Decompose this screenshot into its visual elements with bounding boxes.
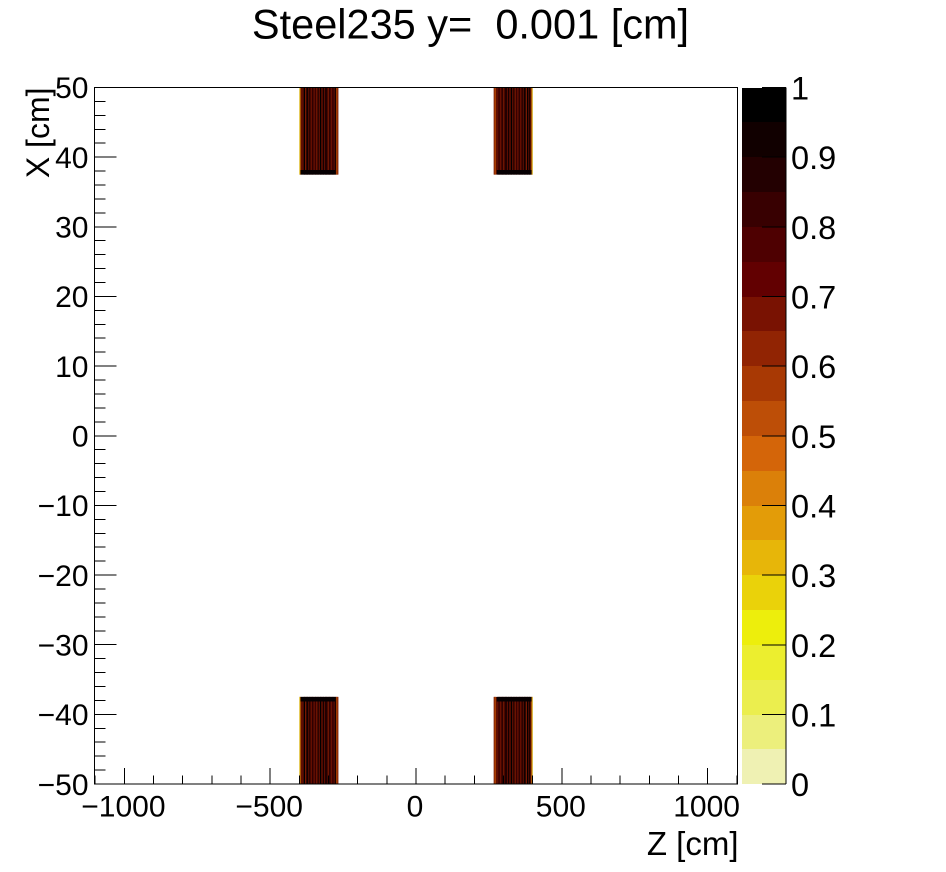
svg-text:0.2: 0.2: [791, 628, 836, 664]
svg-text:40: 40: [55, 142, 88, 175]
svg-text:Steel235 y= 0.001 [cm]: Steel235 y= 0.001 [cm]: [252, 1, 689, 48]
svg-text:0.1: 0.1: [791, 698, 836, 734]
svg-text:−1000: −1000: [81, 791, 165, 824]
svg-text:0.8: 0.8: [791, 210, 836, 246]
svg-text:0.4: 0.4: [791, 489, 836, 525]
svg-text:0.5: 0.5: [791, 419, 836, 455]
svg-text:500: 500: [536, 791, 586, 824]
svg-text:0: 0: [72, 421, 89, 454]
svg-text:X [cm]: X [cm]: [20, 88, 56, 179]
svg-text:−50: −50: [38, 769, 89, 802]
svg-text:0.7: 0.7: [791, 280, 836, 316]
svg-text:−40: −40: [38, 699, 89, 732]
svg-text:0.3: 0.3: [791, 558, 836, 594]
svg-text:−10: −10: [38, 490, 89, 523]
svg-text:1: 1: [791, 71, 809, 107]
svg-text:0.9: 0.9: [791, 140, 836, 176]
svg-text:Z [cm]: Z [cm]: [647, 825, 739, 862]
svg-text:30: 30: [55, 212, 88, 245]
svg-text:1000: 1000: [673, 791, 740, 824]
svg-text:0: 0: [791, 767, 809, 803]
svg-text:0: 0: [407, 791, 424, 824]
svg-text:−20: −20: [38, 560, 89, 593]
svg-text:10: 10: [55, 351, 88, 384]
svg-text:50: 50: [55, 72, 88, 105]
svg-text:−500: −500: [235, 791, 303, 824]
svg-text:20: 20: [55, 281, 88, 314]
svg-text:−30: −30: [38, 630, 89, 663]
svg-text:0.6: 0.6: [791, 349, 836, 385]
